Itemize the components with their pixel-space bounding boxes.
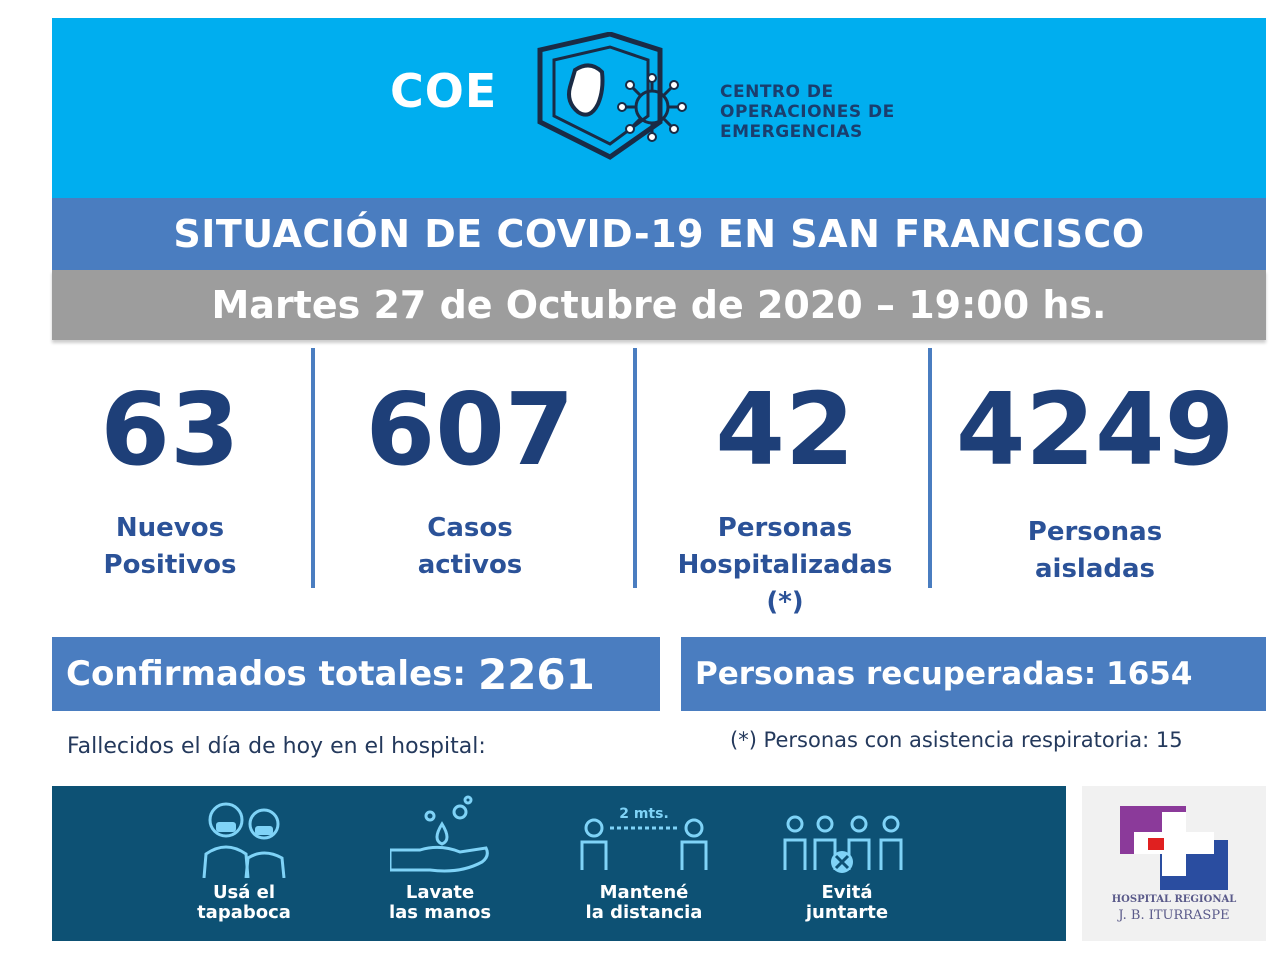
stat-label: Hospitalizadas xyxy=(677,550,893,580)
confirmed-total-label: Confirmados totales: xyxy=(66,654,466,694)
stat-divider xyxy=(311,348,315,588)
coe-org-name: CENTRO DE OPERACIONES DE EMERGENCIAS xyxy=(720,82,940,142)
tip-label: tapaboca xyxy=(197,902,291,923)
no-gathering-icon xyxy=(783,815,903,873)
stat-isolated: 4249 Personas aisladas xyxy=(945,350,1245,588)
hospital-name: HOSPITAL REGIONAL xyxy=(1111,894,1237,905)
wash-hands-icon xyxy=(390,795,489,873)
stat-divider xyxy=(633,348,637,588)
hospital-subname: J. B. ITURRASPE xyxy=(1118,908,1230,923)
tip-label: Usá el xyxy=(212,882,276,903)
date-bar: Martes 27 de Octubre de 2020 – 19:00 hs. xyxy=(52,270,1266,340)
stat-label: Nuevos xyxy=(115,513,225,543)
distance-label: 2 mts. xyxy=(619,806,669,822)
stat-value: 607 xyxy=(365,371,575,488)
tip-wash: Lavate las manos xyxy=(355,786,525,941)
stat-label: Personas xyxy=(1027,517,1163,547)
confirmed-total-value: 2261 xyxy=(477,649,595,699)
coe-logo-word: COE xyxy=(390,64,498,118)
tip-label: Mantené xyxy=(599,882,689,903)
stat-divider xyxy=(928,348,932,588)
title-bar: SITUACIÓN DE COVID-19 EN SAN FRANCISCO xyxy=(52,198,1266,270)
coe-org-line: OPERACIONES DE xyxy=(720,102,895,122)
stat-active-cases: 607 Casos activos xyxy=(330,350,610,584)
stat-value: 42 xyxy=(715,371,855,488)
tip-label: juntarte xyxy=(805,902,889,923)
mask-people-icon xyxy=(202,802,286,878)
stat-value: 4249 xyxy=(955,371,1235,488)
tip-label: Lavate xyxy=(405,882,475,903)
distance-icon: 2 mts. xyxy=(580,806,708,870)
stat-label: (*) xyxy=(766,587,804,617)
stat-value: 63 xyxy=(100,371,240,488)
tip-label: Evitá xyxy=(821,882,873,903)
stat-hospitalized: 42 Personas Hospitalizadas (*) xyxy=(650,350,920,621)
stat-label: Positivos xyxy=(103,550,237,580)
coe-org-line: EMERGENCIAS xyxy=(720,122,863,142)
tip-no-gathering: Evitá juntarte xyxy=(762,786,932,941)
tip-label: las manos xyxy=(388,902,492,923)
respiratory-note: (*) Personas con asistencia respiratoria… xyxy=(730,728,1183,752)
tip-distance: 2 mts. Mantené la distancia xyxy=(559,786,729,941)
deaths-note: Fallecidos el día de hoy en el hospital: xyxy=(67,734,486,759)
prevention-banner: Usá el tapaboca Lavate las manos 2 mts. … xyxy=(52,786,1066,941)
confirmed-total-box: Confirmados totales: 2261 xyxy=(52,637,660,711)
stat-label: activos xyxy=(417,550,523,580)
recovered-total-box: Personas recuperadas: 1654 xyxy=(681,637,1266,711)
coe-org-line: CENTRO DE xyxy=(720,82,834,102)
shield-virus-icon xyxy=(537,32,687,160)
hospital-cross-icon xyxy=(1120,806,1228,890)
recovered-total-label: Personas recuperadas: xyxy=(695,656,1097,692)
stat-label: Casos xyxy=(427,513,513,543)
stat-new-positives: 63 Nuevos Positivos xyxy=(60,350,280,584)
report-date: Martes 27 de Octubre de 2020 – 19:00 hs. xyxy=(211,283,1107,327)
tip-label: la distancia xyxy=(585,902,703,923)
page-title: SITUACIÓN DE COVID-19 EN SAN FRANCISCO xyxy=(173,212,1145,256)
stat-label: aisladas xyxy=(1034,554,1156,584)
hospital-logo: HOSPITAL REGIONAL J. B. ITURRASPE xyxy=(1082,786,1266,941)
stat-label: Personas xyxy=(717,513,853,543)
coe-logo: COE CENTRO DE OPERACIONES DE EMERGENCIAS xyxy=(380,22,940,172)
tip-mask: Usá el tapaboca xyxy=(159,786,329,941)
recovered-total-value: 1654 xyxy=(1106,656,1193,692)
